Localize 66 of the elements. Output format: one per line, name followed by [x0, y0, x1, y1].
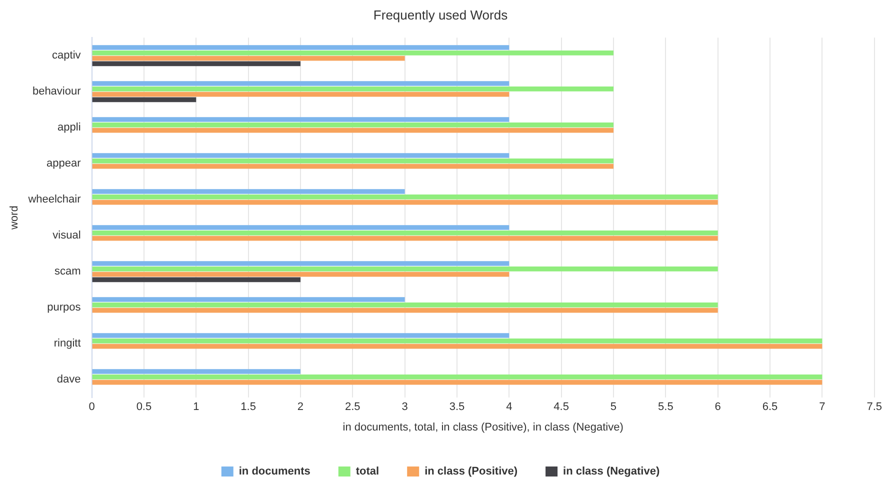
bar [92, 164, 614, 169]
bar [92, 122, 614, 128]
x-tick-label: 5 [610, 401, 617, 414]
bar [92, 92, 510, 97]
bar [92, 200, 718, 205]
x-tick-label: 1.5 [240, 401, 256, 414]
y-tick-label: visual [52, 230, 81, 242]
legend-label: in documents [238, 466, 310, 478]
y-tick-label: wheelchair [27, 194, 82, 206]
bar [92, 236, 718, 241]
x-tick-label: 1 [193, 401, 200, 414]
x-tick-label: 6.5 [762, 401, 778, 414]
x-axis-title: in documents, total, in class (Positive), in class (Negative) [342, 421, 624, 434]
bar [92, 225, 510, 230]
bar [92, 297, 405, 302]
legend-label: in class (Positive) [424, 466, 518, 478]
x-tick-label: 7.5 [866, 401, 882, 414]
bar [92, 380, 822, 385]
legend-label: in class (Negative) [563, 466, 660, 478]
bar [92, 153, 510, 158]
bar [92, 194, 718, 200]
x-tick-label: 5.5 [658, 401, 674, 414]
bar [92, 86, 614, 92]
y-axis-title: word [8, 206, 21, 231]
bar [92, 56, 405, 61]
bar [92, 344, 822, 349]
bar [92, 261, 510, 266]
bar [92, 128, 614, 133]
y-tick-label: dave [56, 374, 81, 386]
x-tick-label: 2 [297, 401, 304, 414]
bar [92, 61, 300, 66]
bar [92, 45, 510, 50]
bar [92, 230, 718, 236]
bar [92, 50, 614, 56]
bar [92, 117, 510, 122]
x-tick-label: 3.5 [449, 401, 465, 414]
y-tick-label: behaviour [32, 86, 82, 98]
x-tick-label: 3 [402, 401, 408, 414]
y-tick-label: captiv [52, 50, 82, 62]
y-tick-label: appli [58, 122, 81, 134]
y-tick-label: scam [54, 266, 81, 278]
y-tick-label: ringitt [54, 338, 81, 350]
bar [92, 338, 822, 344]
bar [92, 81, 510, 86]
x-tick-label: 0 [88, 401, 95, 414]
bar [92, 308, 718, 313]
bar [92, 369, 300, 374]
x-tick-label: 6 [714, 401, 721, 414]
bar [92, 266, 718, 272]
bar [92, 302, 718, 308]
x-tick-label: 2.5 [344, 401, 360, 414]
bar [92, 189, 405, 194]
x-tick-label: 7 [819, 401, 826, 414]
bar [92, 374, 822, 380]
bar [92, 97, 196, 102]
bar [92, 277, 300, 282]
bar [92, 158, 614, 164]
chart-title: Frequently used Words [373, 7, 508, 22]
bar [92, 272, 510, 277]
x-tick-label: 4 [506, 401, 512, 414]
x-tick-label: 4.5 [554, 401, 569, 414]
legend-label: total [356, 466, 380, 478]
y-tick-label: appear [46, 158, 82, 170]
x-tick-label: 0.5 [136, 401, 152, 414]
bar [92, 333, 510, 338]
y-tick-label: purpos [47, 302, 82, 314]
